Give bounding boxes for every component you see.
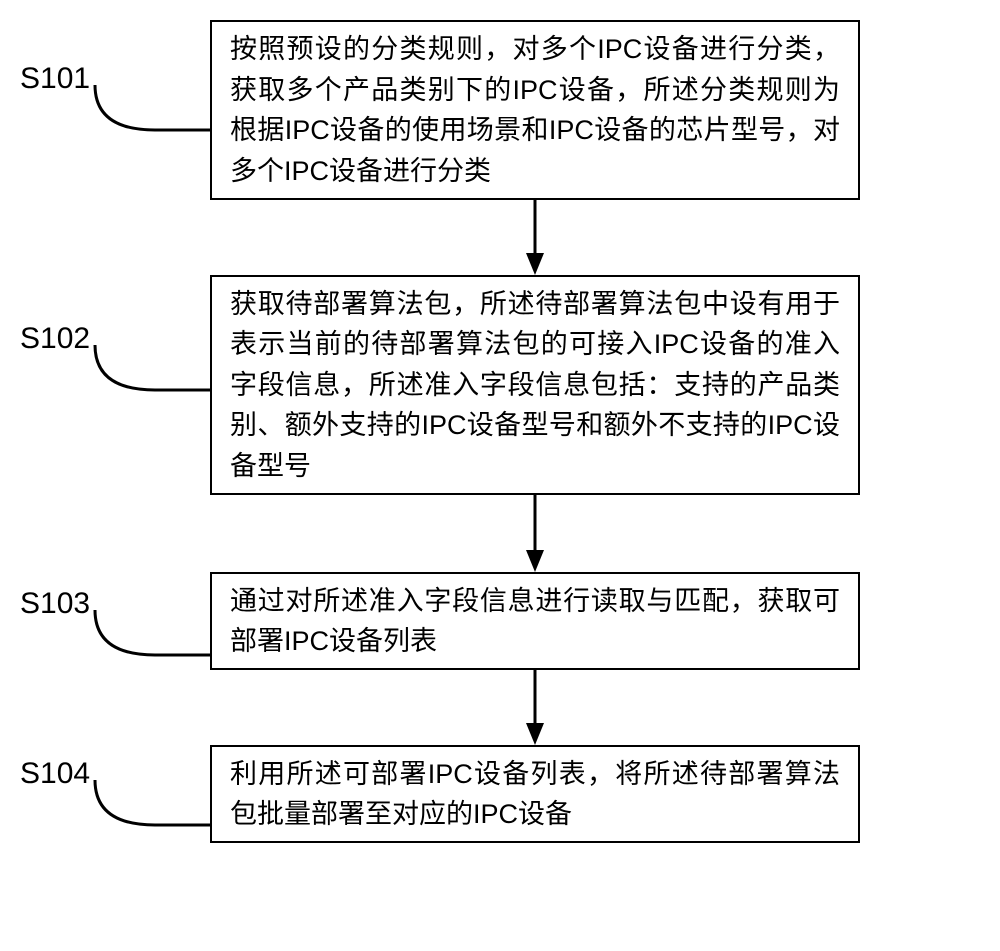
flowchart-canvas: S101按照预设的分类规则，对多个IPC设备进行分类，获取多个产品类别下的IPC…	[0, 0, 1000, 951]
flow-arrow-3	[0, 0, 1000, 951]
